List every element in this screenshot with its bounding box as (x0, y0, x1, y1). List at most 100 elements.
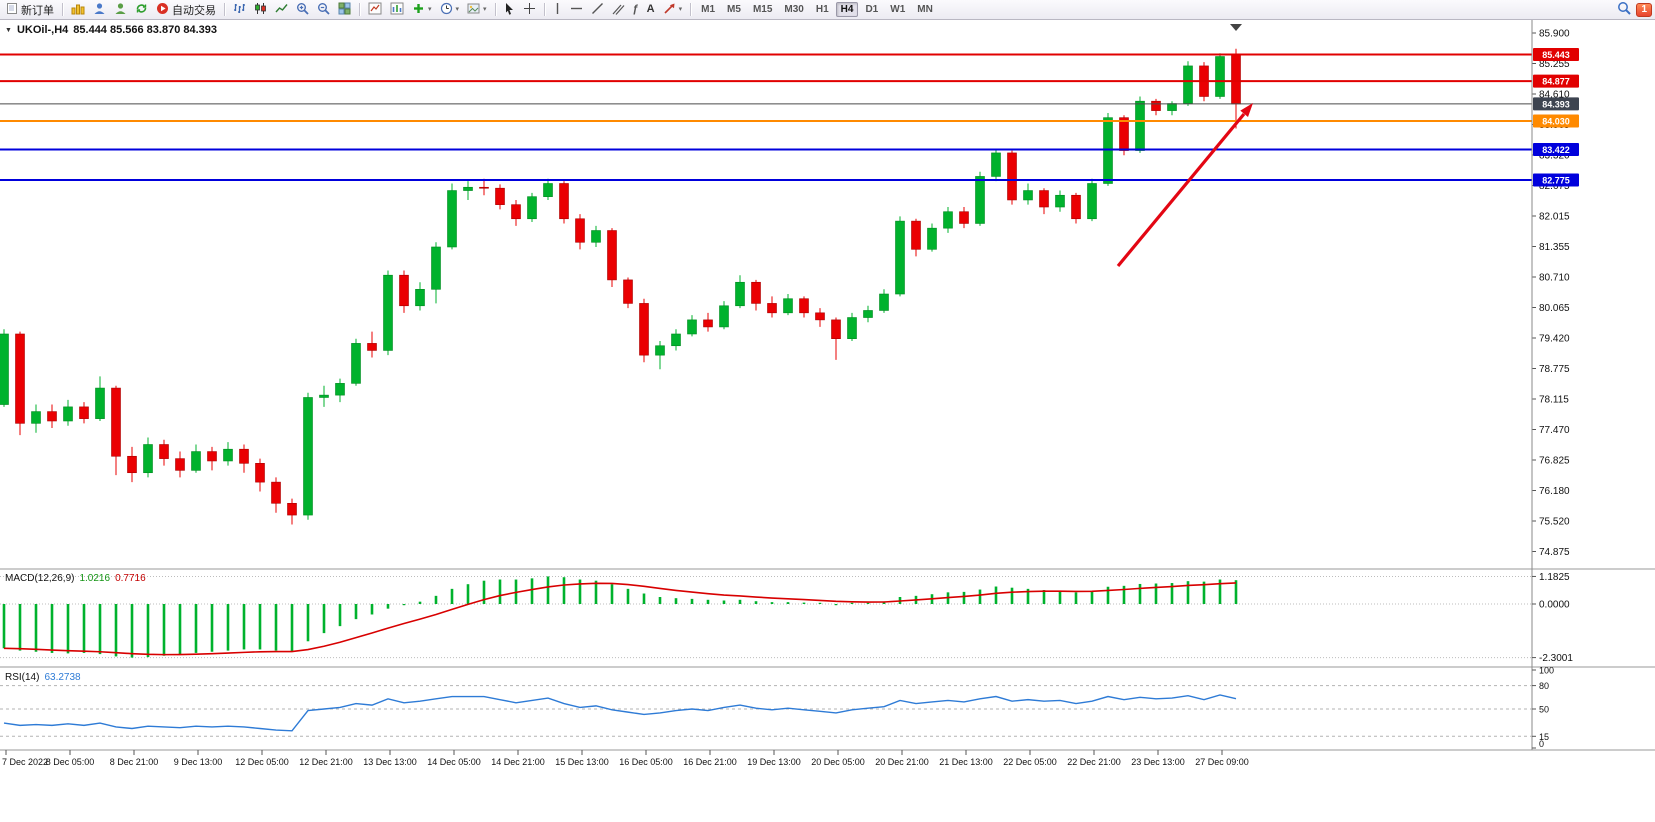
timeframe-button-m15[interactable]: M15 (752, 4, 773, 15)
template-icon (467, 2, 480, 18)
clock-icon (440, 2, 453, 18)
svg-text:15 Dec 13:00: 15 Dec 13:00 (555, 757, 609, 767)
svg-text:84.030: 84.030 (1542, 116, 1570, 126)
timeframe-button-h4[interactable]: H4 (835, 2, 859, 17)
svg-text:16 Dec 05:00: 16 Dec 05:00 (619, 757, 673, 767)
svg-text:14 Dec 05:00: 14 Dec 05:00 (427, 757, 481, 767)
svg-text:16 Dec 21:00: 16 Dec 21:00 (683, 757, 737, 767)
profile-chart-button[interactable] (387, 0, 407, 19)
vertical-line-tool-button[interactable] (550, 0, 565, 19)
search-icon (1617, 1, 1632, 18)
svg-text:8 Dec 21:00: 8 Dec 21:00 (110, 757, 159, 767)
svg-text:82.015: 82.015 (1539, 212, 1570, 223)
zoom-in-button[interactable] (293, 0, 312, 19)
chevron-down-icon: ▾ (483, 6, 487, 13)
svg-text:22 Dec 21:00: 22 Dec 21:00 (1067, 757, 1121, 767)
new-order-button[interactable]: 新订单 (3, 0, 57, 19)
fibonacci-tool-button[interactable]: ƒ (630, 0, 642, 19)
timeframe-button-mn[interactable]: MN (917, 4, 933, 15)
price-tags: 85.443 84.877 84.030 83.422 82.775 84.393 (1533, 47, 1579, 187)
svg-text:80.065: 80.065 (1539, 303, 1570, 314)
chart-canvas[interactable]: 85.90085.25584.61083.96583.32082.67582.0… (0, 20, 1655, 822)
svg-text:85.255: 85.255 (1539, 59, 1570, 70)
tile-windows-button[interactable] (335, 0, 354, 19)
channel-tool-button[interactable] (609, 0, 628, 19)
chevron-down-icon: ▾ (428, 6, 432, 13)
svg-text:0: 0 (1539, 739, 1544, 749)
autotrade-button[interactable]: 自动交易 (153, 0, 219, 19)
history-center-button[interactable] (68, 0, 88, 19)
navigator-icon (114, 2, 127, 18)
trend-arrow-object[interactable] (1116, 103, 1253, 268)
cursor-icon (504, 2, 515, 18)
svg-text:81.355: 81.355 (1539, 242, 1570, 253)
chart-svg[interactable]: 85.90085.25584.61083.96583.32082.67582.0… (0, 20, 1655, 822)
svg-text:12 Dec 05:00: 12 Dec 05:00 (235, 757, 289, 767)
timeframe-button-m30[interactable]: M30 (784, 4, 804, 15)
notification-badge[interactable]: 1 (1636, 2, 1652, 17)
zoom-in-icon (296, 2, 309, 18)
toolbar-separator (359, 3, 360, 16)
svg-text:22 Dec 05:00: 22 Dec 05:00 (1003, 757, 1057, 767)
price-axis[interactable]: 85.90085.25584.61083.96583.32082.67582.0… (1532, 29, 1570, 559)
periods-button[interactable]: ▾ (437, 0, 463, 19)
market-watch-button[interactable] (90, 0, 109, 19)
cursor-tool-button[interactable] (501, 0, 518, 19)
main-toolbar: 新订单 自动交易 (0, 0, 1655, 20)
svg-text:15: 15 (1539, 732, 1549, 742)
svg-text:20 Dec 05:00: 20 Dec 05:00 (811, 757, 865, 767)
svg-text:13 Dec 13:00: 13 Dec 13:00 (363, 757, 417, 767)
line-chart-mode-button[interactable] (272, 0, 291, 19)
svg-text:9 Dec 13:00: 9 Dec 13:00 (174, 757, 223, 767)
chart-window-button[interactable] (365, 0, 385, 19)
history-center-icon (71, 2, 85, 18)
navigator-button[interactable] (111, 0, 130, 19)
fibonacci-icon: ƒ (632, 3, 639, 15)
svg-text:14 Dec 21:00: 14 Dec 21:00 (491, 757, 545, 767)
refresh-button[interactable] (132, 0, 151, 19)
refresh-icon (135, 2, 148, 18)
svg-text:27 Dec 09:00: 27 Dec 09:00 (1195, 757, 1249, 767)
timeframe-button-h1[interactable]: H1 (815, 4, 829, 15)
timeframe-button-d1[interactable]: D1 (865, 4, 879, 15)
svg-text:80.710: 80.710 (1539, 273, 1570, 284)
svg-text:7 Dec 2022: 7 Dec 2022 (2, 757, 48, 767)
svg-text:19 Dec 13:00: 19 Dec 13:00 (747, 757, 801, 767)
macd-indicator-label: MACD(12,26,9) 1.0216 0.7716 (5, 573, 146, 584)
text-tool-button[interactable]: A (644, 0, 658, 19)
svg-text:82.675: 82.675 (1539, 181, 1570, 192)
timeframe-button-m5[interactable]: M5 (727, 4, 741, 15)
tile-windows-icon (338, 2, 351, 18)
zoom-out-button[interactable] (314, 0, 333, 19)
add-indicator-icon (412, 2, 425, 18)
horizontal-line-objects[interactable] (0, 53, 1532, 181)
autotrade-label: 自动交易 (172, 4, 216, 17)
search-button[interactable] (1614, 0, 1634, 19)
timeframe-button-m1[interactable]: M1 (701, 4, 716, 15)
toolbar-separator (224, 3, 225, 16)
rsi-indicator-label: RSI(14) 63.2738 (5, 672, 81, 683)
symbol-timeframe-label: UKOil-,H4 (16, 24, 69, 36)
new-order-label: 新订单 (21, 4, 54, 17)
add-indicator-button[interactable]: ▾ (409, 0, 435, 19)
svg-text:76.180: 76.180 (1539, 486, 1570, 497)
timeframe-button-w1[interactable]: W1 (890, 4, 906, 15)
svg-text:75.520: 75.520 (1539, 517, 1570, 528)
svg-text:84.610: 84.610 (1539, 90, 1570, 101)
arrows-tool-button[interactable]: ▾ (660, 0, 686, 19)
horizontal-line-tool-button[interactable] (567, 0, 586, 19)
candlesticks (0, 48, 1241, 525)
chart-title: ▼ UKOil-,H4 85.444 85.566 83.870 84.393 (5, 24, 217, 36)
svg-text:0.0000: 0.0000 (1539, 600, 1570, 611)
crosshair-icon (523, 2, 536, 18)
trendline-icon (591, 2, 604, 18)
bar-chart-mode-button[interactable] (230, 0, 249, 19)
crosshair-tool-button[interactable] (520, 0, 539, 19)
templates-button[interactable]: ▾ (464, 0, 490, 19)
toolbar-separator (62, 3, 63, 16)
candlestick-mode-button[interactable] (251, 0, 270, 19)
rsi-value: 63.2738 (44, 672, 81, 683)
chart-shift-marker-icon[interactable] (1230, 24, 1242, 31)
trendline-tool-button[interactable] (588, 0, 607, 19)
